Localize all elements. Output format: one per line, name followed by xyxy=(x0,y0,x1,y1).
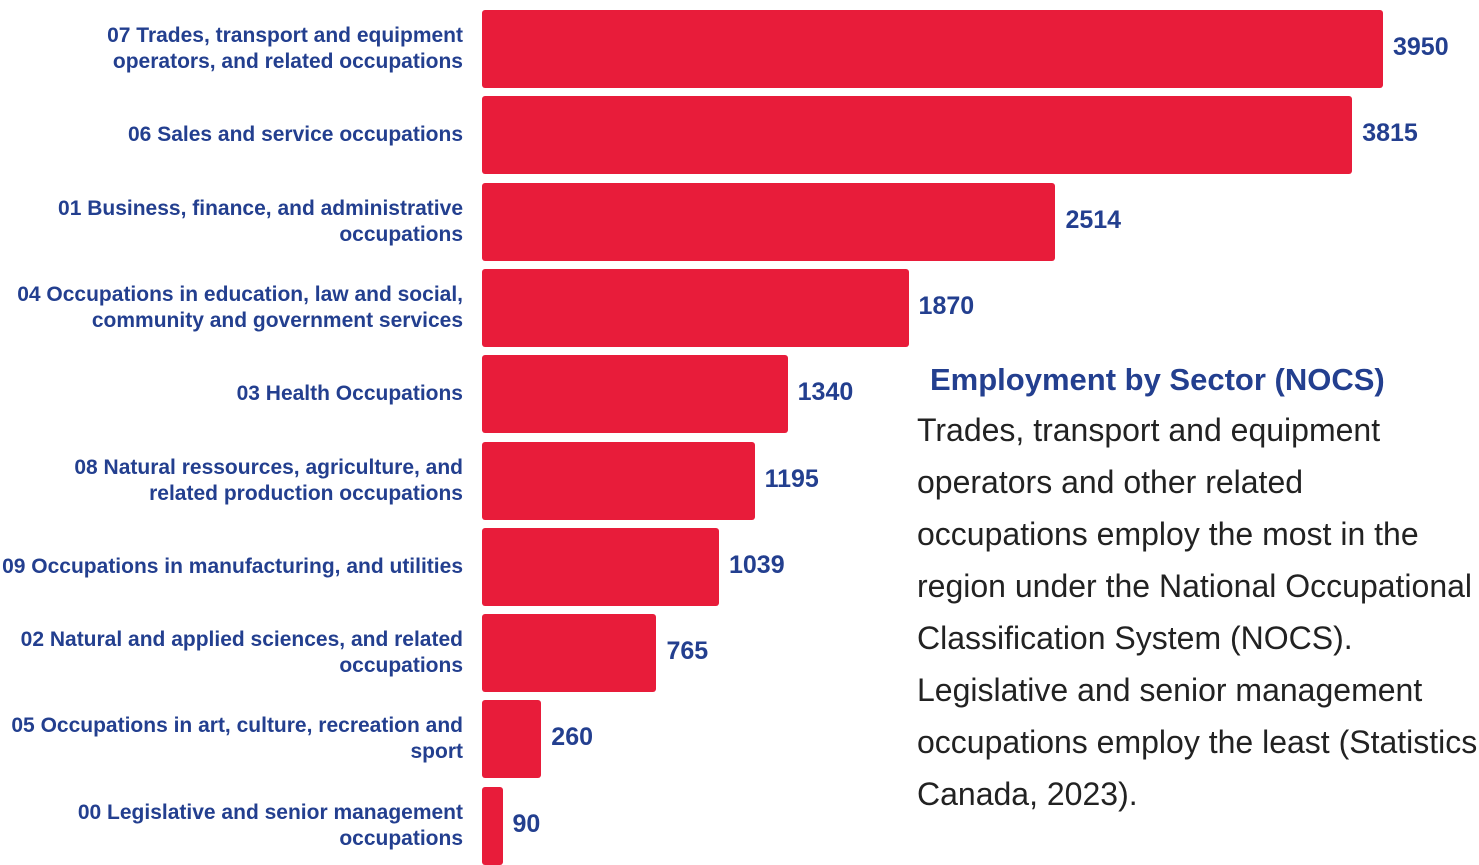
panel-text-line: Legislative and senior management xyxy=(917,672,1423,708)
value-label: 3815 xyxy=(1362,119,1418,148)
panel-text-line: region under the National Occupational xyxy=(917,568,1473,604)
bar xyxy=(482,96,1353,175)
category-label: 03 Health Occupations xyxy=(236,382,463,406)
category-label: 05 Occupations in art, culture, recreati… xyxy=(11,714,463,764)
category-label: 08 Natural ressources, agriculture, and … xyxy=(74,455,463,505)
panel-title: Employment by Sector (NOCS) xyxy=(930,362,1385,397)
bar xyxy=(482,527,719,606)
bar xyxy=(482,441,755,520)
bar xyxy=(482,355,788,434)
bar xyxy=(482,786,503,865)
bar xyxy=(482,700,542,779)
bar xyxy=(482,268,909,347)
panel-text-line: occupations employ the most in the xyxy=(917,516,1419,552)
category-label: 09 Occupations in manufacturing, and uti… xyxy=(2,554,463,578)
value-label: 260 xyxy=(551,723,594,752)
bar xyxy=(482,10,1383,88)
value-label: 1870 xyxy=(918,291,975,320)
value-label: 2514 xyxy=(1065,205,1122,234)
panel-text-line: Trades, transport and equipment xyxy=(917,412,1381,448)
bar xyxy=(482,614,657,693)
panel-text-line: Canada, 2023). xyxy=(917,776,1138,812)
value-label: 3950 xyxy=(1393,33,1449,61)
value-label: 1195 xyxy=(764,464,819,493)
value-label: 90 xyxy=(512,809,541,838)
category-label: 02 Natural and applied sciences, and rel… xyxy=(20,628,463,678)
category-label: 01 Business, finance, and administrative… xyxy=(58,196,463,246)
category-label: 00 Legislative and senior management occ… xyxy=(77,800,463,850)
value-label: 765 xyxy=(666,637,709,666)
panel-text-line: occupations employ the least (Statistics xyxy=(917,724,1478,760)
bar xyxy=(482,182,1056,261)
category-label: 07 Trades, transport and equipment opera… xyxy=(107,24,463,73)
panel-text-line: operators and other related xyxy=(917,464,1304,500)
panel-text-line: Classification System (NOCS). xyxy=(917,620,1353,656)
value-label: 1340 xyxy=(797,378,854,407)
value-label: 1039 xyxy=(728,550,785,579)
category-label: 06 Sales and service occupations xyxy=(128,123,463,147)
category-label: 04 Occupations in education, law and soc… xyxy=(17,282,463,332)
